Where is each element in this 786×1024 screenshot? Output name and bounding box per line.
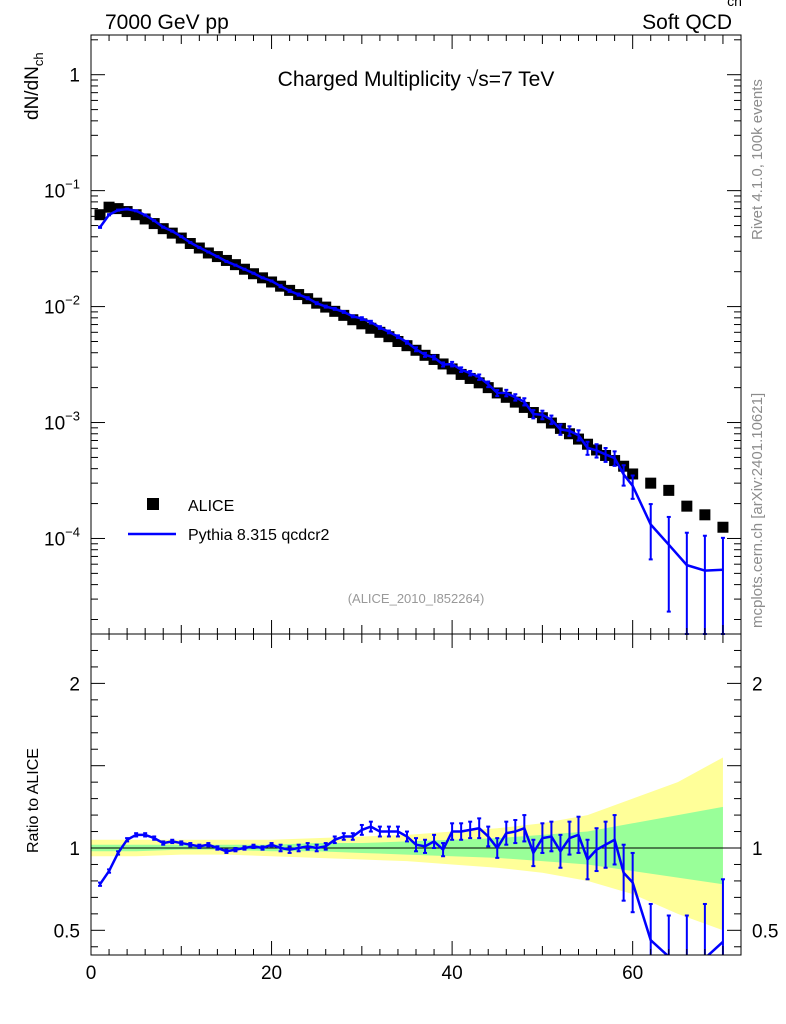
data-point-alice: [627, 468, 639, 480]
data-point-alice: [401, 340, 413, 352]
x-tick-label: 20: [261, 963, 282, 984]
data-point-alice: [166, 227, 178, 239]
ratio-tick-label-left: 0.5: [54, 921, 80, 942]
y-tick-base: 10: [44, 529, 65, 550]
analysis-label: (ALICE_2010_I852264): [348, 591, 485, 606]
data-point-alice: [121, 206, 133, 218]
legend-label-pythia: Pythia 8.315 qcdcr2: [188, 527, 330, 544]
y-tick-base: 10: [44, 298, 65, 319]
ratio-mc-clipped: [98, 814, 725, 955]
y-tick-base: 10: [44, 414, 65, 435]
mc-line-pythia: [99, 207, 724, 572]
y-tick-label: 10−2: [44, 293, 80, 319]
x-axis-label-main: N: [712, 0, 727, 5]
y-tick-exponent: −1: [65, 177, 80, 192]
y-axis-label-main: dN/dN: [22, 66, 43, 120]
main-mc-series: [98, 207, 725, 635]
ratio-tick-label-left: 1: [69, 839, 80, 860]
ratio-tick-label-right: 2: [752, 674, 763, 695]
x-axis-label-sub: ch: [727, 0, 742, 9]
ratio-plot-frame: [90, 633, 742, 956]
legend-label-alice: ALICE: [188, 498, 234, 515]
data-point-alice: [699, 509, 711, 521]
ratio-line-pythia: [98, 825, 724, 955]
y-tick-exponent: −2: [65, 293, 80, 308]
data-point-alice: [130, 209, 142, 221]
data-point-alice: [94, 209, 106, 221]
data-point-alice: [112, 203, 124, 215]
ratio-tick-label-right: 1: [752, 839, 763, 860]
data-point-alice: [347, 314, 359, 326]
x-axis-label: Nch: [712, 0, 742, 9]
ratio-tick-label-left: 2: [69, 674, 80, 695]
data-point-alice: [139, 213, 151, 225]
y-tick-label: 10−1: [44, 177, 80, 203]
y-tick-label: 1: [69, 66, 80, 87]
y-tick-exponent: −4: [65, 524, 80, 539]
data-point-alice: [356, 318, 368, 330]
ratio-tick-label-right: 0.5: [752, 921, 778, 942]
chart-title: Charged Multiplicity √s=7 TeV: [278, 68, 555, 91]
process-label: Soft QCD: [642, 11, 732, 34]
x-tick-label: 40: [442, 963, 463, 984]
legend-marker-alice: [147, 498, 159, 510]
legend: ALICE Pythia 8.315 qcdcr2: [128, 498, 330, 544]
data-point-alice: [446, 363, 458, 375]
ratio-band-inner: [91, 806, 723, 885]
data-point-alice: [473, 377, 485, 389]
x-tick-label: 0: [86, 963, 97, 984]
data-point-alice: [509, 396, 521, 408]
data-point-alice: [518, 401, 530, 413]
rivet-label: Rivet 4.1.0, 100k events: [749, 79, 766, 240]
data-point-alice: [338, 309, 350, 321]
y-axis-label-sub: ch: [31, 52, 46, 66]
data-point-alice: [383, 331, 395, 343]
y-axis-label: dN/dNch: [22, 52, 46, 120]
beam-label: 7000 GeV pp: [105, 11, 229, 34]
ratio-mc-series: [98, 814, 725, 955]
data-point-alice: [103, 201, 115, 213]
y-tick-base: 1: [69, 66, 80, 87]
data-point-alice: [717, 521, 729, 533]
main-plot-frame: [90, 34, 742, 635]
x-tick-label: 60: [622, 963, 643, 984]
y-tick-exponent: −3: [65, 409, 80, 424]
data-point-alice: [365, 322, 377, 334]
data-point-alice: [455, 368, 467, 380]
data-point-alice: [645, 477, 657, 489]
site-label: mcplots.cern.ch [arXiv:2401.10621]: [749, 393, 766, 628]
y-tick-base: 10: [44, 182, 65, 203]
data-point-alice: [329, 305, 341, 317]
data-point-alice: [374, 326, 386, 338]
data-point-alice: [464, 372, 476, 384]
ratio-y-axis-label: Ratio to ALICE: [25, 748, 42, 853]
y-tick-label: 10−4: [44, 524, 80, 550]
data-point-alice: [148, 218, 160, 230]
data-point-alice: [681, 500, 693, 512]
data-point-alice: [663, 484, 675, 496]
data-point-alice: [392, 335, 404, 347]
y-tick-label: 10−3: [44, 409, 80, 435]
